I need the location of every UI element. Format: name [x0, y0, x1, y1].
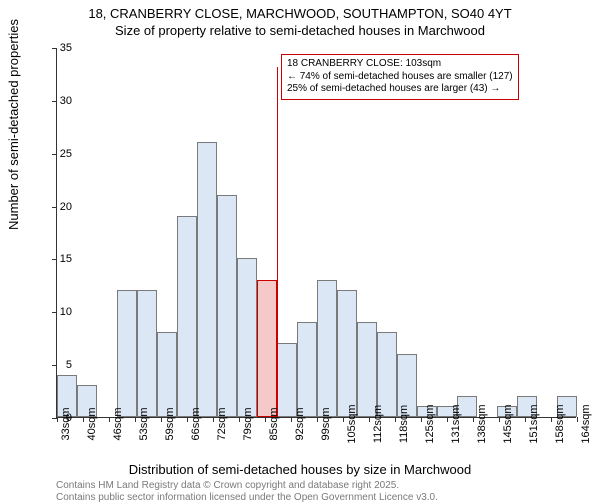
x-tick-mark [213, 417, 214, 422]
x-tick-label: 46sqm [112, 407, 124, 440]
footnote-line-2: Contains public sector information licen… [56, 492, 438, 504]
annotation-line: 18 CRANBERRY CLOSE: 103sqm [287, 58, 513, 71]
x-tick-label: 151sqm [528, 404, 540, 443]
histogram-bar [117, 290, 137, 417]
chart-titles: 18, CRANBERRY CLOSE, MARCHWOOD, SOUTHAMP… [0, 0, 600, 40]
x-tick-label: 125sqm [424, 404, 436, 443]
title-line-2: Size of property relative to semi-detach… [0, 23, 600, 40]
histogram-bar [217, 195, 237, 417]
y-tick-label: 20 [60, 201, 72, 213]
histogram-bar [277, 343, 297, 417]
footnote: Contains HM Land Registry data © Crown c… [56, 480, 438, 504]
y-tick-label: 35 [60, 42, 72, 54]
x-tick-mark [577, 417, 578, 422]
x-tick-mark [135, 417, 136, 422]
histogram-bar [297, 322, 317, 417]
title-line-1: 18, CRANBERRY CLOSE, MARCHWOOD, SOUTHAMP… [0, 6, 600, 23]
x-tick-label: 112sqm [372, 405, 384, 443]
x-tick-label: 99sqm [320, 407, 332, 440]
x-tick-label: 92sqm [294, 407, 306, 440]
x-tick-label: 131sqm [450, 404, 462, 443]
x-tick-label: 138sqm [476, 404, 488, 443]
x-tick-mark [421, 417, 422, 422]
marker-line [277, 67, 278, 417]
annotation-line: ← 74% of semi-detached houses are smalle… [287, 71, 513, 84]
x-tick-mark [187, 417, 188, 422]
x-tick-label: 79sqm [242, 407, 254, 440]
x-tick-mark [525, 417, 526, 422]
x-tick-mark [239, 417, 240, 422]
x-tick-mark [109, 417, 110, 422]
annotation-box: 18 CRANBERRY CLOSE: 103sqm← 74% of semi-… [281, 54, 519, 100]
histogram-bar [137, 290, 157, 417]
y-tick-mark [52, 259, 57, 260]
y-tick-mark [52, 207, 57, 208]
histogram-bar [317, 280, 337, 417]
x-tick-mark [343, 417, 344, 422]
y-tick-mark [52, 312, 57, 313]
x-tick-label: 66sqm [190, 407, 202, 440]
y-tick-mark [52, 365, 57, 366]
x-tick-label: 164sqm [580, 404, 592, 443]
histogram-bar [157, 332, 177, 417]
x-tick-label: 105sqm [346, 404, 358, 443]
x-tick-mark [395, 417, 396, 422]
histogram-bar [197, 142, 217, 417]
y-tick-mark [52, 154, 57, 155]
histogram-bar [337, 290, 357, 417]
x-tick-mark [83, 417, 84, 422]
histogram-bar [177, 216, 197, 417]
x-tick-label: 53sqm [138, 407, 150, 440]
x-tick-mark [447, 417, 448, 422]
y-tick-label: 10 [60, 306, 72, 318]
x-tick-mark [473, 417, 474, 422]
y-tick-mark [52, 48, 57, 49]
footnote-line-1: Contains HM Land Registry data © Crown c… [56, 480, 438, 492]
x-axis-label: Distribution of semi-detached houses by … [0, 462, 600, 477]
x-tick-label: 145sqm [502, 404, 514, 443]
x-tick-mark [265, 417, 266, 422]
x-tick-mark [369, 417, 370, 422]
histogram-bar [237, 258, 257, 417]
histogram-bar [257, 280, 277, 417]
x-tick-label: 85sqm [268, 407, 280, 440]
x-tick-mark [317, 417, 318, 422]
y-tick-label: 5 [66, 359, 72, 371]
x-tick-label: 118sqm [398, 405, 410, 443]
y-tick-mark [52, 101, 57, 102]
x-tick-mark [57, 417, 58, 422]
y-tick-label: 30 [60, 95, 72, 107]
annotation-line: 25% of semi-detached houses are larger (… [287, 83, 513, 96]
y-tick-label: 25 [60, 148, 72, 160]
y-tick-label: 15 [60, 253, 72, 265]
histogram-bar [357, 322, 377, 417]
x-tick-label: 158sqm [554, 404, 566, 443]
x-tick-label: 59sqm [164, 407, 176, 440]
x-tick-label: 40sqm [86, 407, 98, 440]
x-tick-mark [499, 417, 500, 422]
x-tick-label: 72sqm [216, 407, 228, 440]
plot-area: 18 CRANBERRY CLOSE: 103sqm← 74% of semi-… [56, 48, 576, 418]
x-tick-mark [551, 417, 552, 422]
chart-container: 18, CRANBERRY CLOSE, MARCHWOOD, SOUTHAMP… [0, 0, 600, 500]
y-axis-label: Number of semi-detached properties [6, 19, 21, 230]
x-tick-mark [291, 417, 292, 422]
y-tick-label: 0 [66, 412, 72, 424]
x-tick-mark [161, 417, 162, 422]
plot: 18 CRANBERRY CLOSE: 103sqm← 74% of semi-… [56, 48, 576, 418]
